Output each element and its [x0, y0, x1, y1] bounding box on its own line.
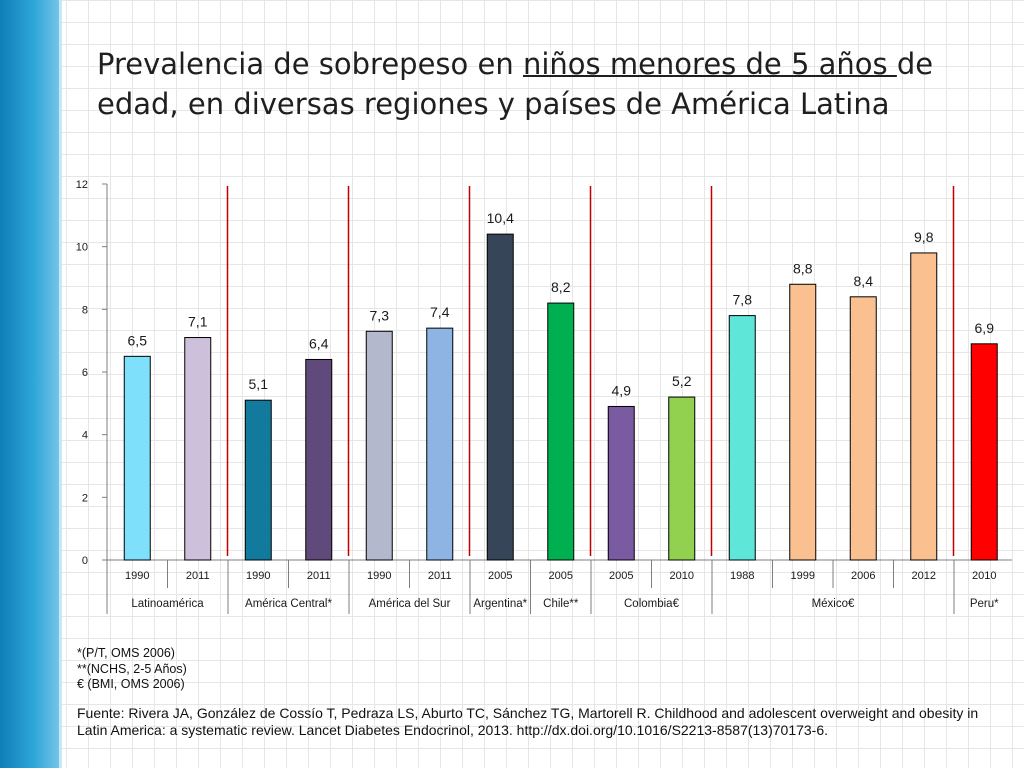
- title-underlined: niños menores de 5 años: [522, 47, 897, 81]
- footnote-bmi: € (BMI, OMS 2006): [77, 677, 185, 691]
- y-tick-label: 10: [76, 242, 88, 254]
- bar: [244, 399, 272, 561]
- bar: [728, 315, 756, 561]
- x-tick-label: 1988: [730, 570, 754, 582]
- bar-value-label: 8,4: [854, 273, 874, 289]
- x-tick-label: 2011: [307, 570, 331, 582]
- bar-value-label: 10,4: [487, 210, 514, 226]
- x-tick-label: 2012: [912, 570, 936, 582]
- bar: [486, 233, 514, 561]
- bar-value-label: 6,5: [128, 332, 148, 348]
- bar-value-label: 5,2: [672, 373, 692, 389]
- title-part-1: Prevalencia de sobrepeso en: [97, 47, 523, 81]
- bar: [365, 330, 393, 561]
- group-label: Latinoamérica: [131, 598, 204, 610]
- group-label: América del Sur: [369, 598, 451, 610]
- group-label: Chile**: [543, 598, 579, 610]
- bar-value-label: 7,1: [188, 314, 208, 330]
- bar: [607, 405, 635, 561]
- x-tick-label: 2005: [549, 570, 573, 582]
- slide-side-band: [0, 0, 62, 768]
- bar: [123, 355, 151, 561]
- group-label: Argentina*: [473, 598, 527, 610]
- y-tick-label: 6: [82, 367, 88, 379]
- bar-value-label: 8,2: [551, 279, 571, 295]
- bar-value-label: 6,4: [309, 335, 329, 351]
- footnote-pt: *(P/T, OMS 2006): [77, 646, 175, 660]
- x-tick-label: 1990: [367, 570, 391, 582]
- group-label: Colombia€: [624, 598, 680, 610]
- y-tick-label: 0: [82, 555, 88, 567]
- x-tick-label: 1999: [791, 570, 815, 582]
- x-tick-label: 2010: [972, 570, 996, 582]
- y-tick-label: 2: [82, 492, 88, 504]
- x-tick-label: 2005: [488, 570, 512, 582]
- x-tick-label: 2010: [670, 570, 694, 582]
- y-tick-label: 4: [82, 430, 88, 442]
- bar: [305, 358, 333, 561]
- group-label: México€: [812, 598, 855, 610]
- y-tick-label: 8: [82, 304, 88, 316]
- x-tick-label: 2011: [186, 570, 210, 582]
- bar-value-label: 7,4: [430, 304, 450, 320]
- bar-value-label: 4,9: [612, 382, 632, 398]
- bar: [184, 337, 212, 561]
- x-tick-label: 2006: [851, 570, 875, 582]
- bar-chart: 0 2 4 6 8 10 12 6,5 1990 7,1 2011 5,1 1990 6,4 2011 7,3…: [76, 179, 1012, 614]
- bar: [668, 396, 696, 561]
- bar: [426, 327, 454, 561]
- bar: [970, 343, 998, 561]
- x-tick-label: 1990: [125, 570, 149, 582]
- bar: [547, 302, 575, 561]
- footnotes: *(P/T, OMS 2006) **(NCHS, 2-5 Años) € (B…: [77, 646, 187, 693]
- bar-value-label: 5,1: [249, 376, 269, 392]
- bar: [910, 252, 938, 561]
- y-tick-label: 12: [76, 179, 88, 191]
- x-tick-label: 1990: [246, 570, 270, 582]
- bar-value-label: 7,8: [733, 292, 753, 308]
- title-part-2: de edad, en diversas regiones y países d…: [97, 47, 934, 121]
- bar-value-label: 6,9: [975, 320, 995, 336]
- group-label: Peru*: [970, 598, 999, 610]
- bar-value-label: 8,8: [793, 260, 813, 276]
- bar-value-label: 7,3: [370, 307, 390, 323]
- group-label: América Central*: [245, 598, 332, 610]
- x-tick-label: 2011: [428, 570, 452, 582]
- bar: [789, 283, 817, 561]
- footnote-nchs: **(NCHS, 2-5 Años): [77, 661, 187, 676]
- x-tick-label: 2005: [609, 570, 633, 582]
- bar: [849, 296, 877, 561]
- source-citation: Fuente: Rivera JA, González de Cossío T,…: [77, 705, 979, 738]
- slide-title: Prevalencia de sobrepeso en niños menore…: [97, 44, 977, 124]
- bar-value-label: 9,8: [914, 229, 934, 245]
